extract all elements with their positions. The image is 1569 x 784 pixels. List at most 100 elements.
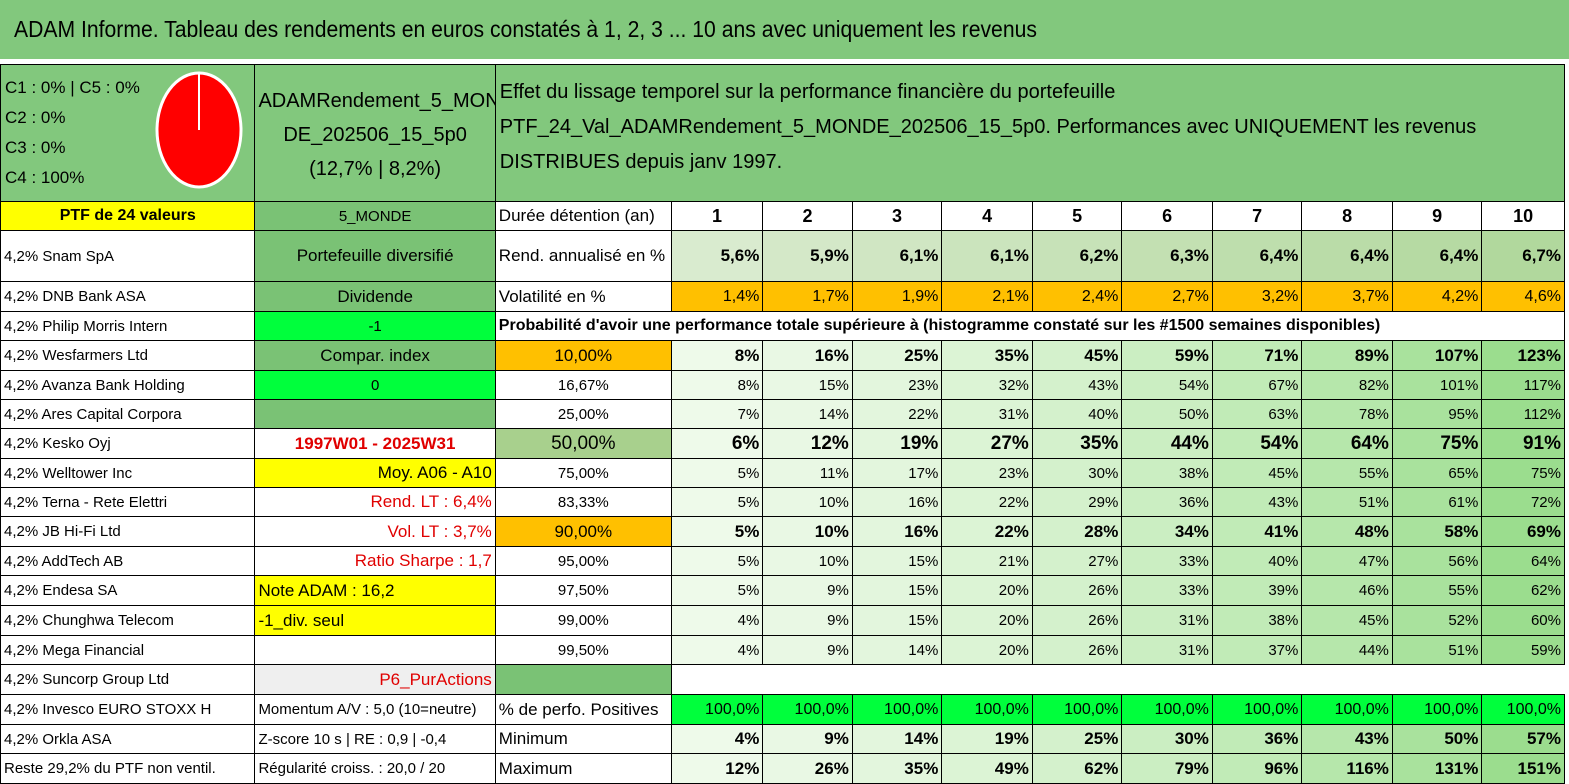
annual-return-label: Rend. annualisé en % (494, 230, 672, 282)
probability-threshold: 90,00% (494, 516, 672, 547)
holding-item: 4,2% Avanza Bank Holding (0, 370, 256, 400)
probability-threshold: 99,00% (494, 605, 672, 636)
histogram-value: 48% (1301, 516, 1393, 547)
histogram-value: 35% (1031, 428, 1123, 459)
allocation-line: C1 : 0% | C5 : 0% (5, 78, 140, 97)
histogram-value: 5% (670, 516, 764, 547)
histogram-value: 28% (1031, 516, 1123, 547)
duration-year: 8 (1301, 201, 1393, 231)
table-row: 4,2% Wesfarmers Ltd Compar. index 10,00% 8%… (0, 340, 1565, 371)
histogram-value: 91% (1481, 428, 1565, 459)
table-row: 4,2% Avanza Bank Holding 0 16,67% 8% 15% 23% 3… (0, 370, 1565, 400)
allocation-line: C2 : 0% (5, 108, 66, 127)
histogram-value: 23% (941, 458, 1033, 488)
annual-return-value: 6,4% (1301, 230, 1393, 282)
histogram-value: 64% (1301, 428, 1393, 459)
table-row: PTF de 24 valeurs 5_MONDE Durée détention … (0, 201, 1565, 231)
histogram-value: 15% (851, 546, 943, 576)
histogram-value: 50% (1121, 399, 1213, 429)
histogram-value: 17% (851, 458, 943, 488)
histogram-value: 40% (1031, 399, 1123, 429)
table-row: 4,2% AddTech AB Ratio Sharpe : 1,7 95,00% 5… (0, 546, 1565, 576)
portfolio-name-line: DE_202506_15_5p0 (283, 124, 467, 146)
holding-item: 4,2% AddTech AB (0, 546, 256, 576)
histogram-value: 44% (1121, 428, 1213, 459)
positive-performance-value: 100,0% (670, 694, 764, 725)
histogram-value: 59% (1481, 635, 1565, 665)
histogram-value: 33% (1121, 575, 1213, 606)
histogram-value: 22% (941, 516, 1033, 547)
report-table: C1 : 0% | C5 : 0% C2 : 0% C3 : 0% C4 : 1… (0, 64, 1566, 784)
maximum-value: 116% (1301, 753, 1393, 784)
histogram-value: 15% (851, 605, 943, 636)
histogram-value: 5% (670, 546, 764, 576)
table-row: 4,2% Chunghwa Telecom -1_div. seul 99,00% 4… (0, 605, 1565, 636)
maximum-value: 79% (1121, 753, 1213, 784)
histogram-value: 9% (762, 635, 853, 665)
table-row: 4,2% Endesa SA Note ADAM : 16,2 97,50% 5% 9%… (0, 575, 1565, 606)
report-grid: C1 : 0% | C5 : 0% C2 : 0% C3 : 0% C4 : 1… (0, 64, 1566, 784)
table-row: 4,2% Snam SpA Portefeuille diversifié Rend… (0, 230, 1565, 282)
histogram-value: 95% (1391, 399, 1483, 429)
histogram-value: 38% (1211, 605, 1303, 636)
histogram-value: 64% (1481, 546, 1565, 576)
histogram-value: 11% (762, 458, 853, 488)
positive-performance-value: 100,0% (941, 694, 1033, 725)
adam-note: Note ADAM : 16,2 (254, 575, 496, 606)
histogram-value: 75% (1481, 458, 1565, 488)
histogram-value: 112% (1481, 399, 1565, 429)
regularity-label: Régularité croiss. : 20,0 / 20 (254, 753, 496, 784)
histogram-value: 5% (670, 458, 764, 488)
duration-year: 9 (1391, 201, 1483, 231)
volatility-value: 2,1% (941, 281, 1033, 312)
duration-label: Durée détention (an) (494, 201, 672, 231)
empty-cell (1481, 311, 1565, 341)
holding-item: 4,2% Snam SpA (0, 230, 256, 282)
annual-return-value: 6,1% (941, 230, 1033, 282)
zscore-label: Z-score 10 s | RE : 0,9 | -0,4 (254, 724, 496, 754)
histogram-value: 7% (670, 399, 764, 429)
probability-threshold: 10,00% (494, 340, 672, 371)
histogram-value: 33% (1121, 546, 1213, 576)
dividend-only-label: -1_div. seul (254, 605, 496, 636)
minimum-value: 30% (1121, 724, 1213, 754)
histogram-value: 45% (1031, 340, 1123, 371)
volatility-value: 2,4% (1031, 281, 1123, 312)
long-term-return: Rend. LT : 6,4% (254, 487, 496, 517)
histogram-value: 101% (1391, 370, 1483, 400)
histogram-value: 56% (1391, 546, 1483, 576)
histogram-value: 78% (1301, 399, 1393, 429)
histogram-value: 14% (762, 399, 853, 429)
histogram-value: 26% (1031, 635, 1123, 665)
histogram-value: 35% (941, 340, 1033, 371)
probability-threshold: 99,50% (494, 635, 672, 665)
histogram-value: 55% (1391, 575, 1483, 606)
minimum-value: 4% (670, 724, 764, 754)
histogram-value: 29% (1031, 487, 1123, 517)
histogram-value: 61% (1391, 487, 1483, 517)
long-term-volatility: Vol. LT : 3,7% (254, 516, 496, 547)
positive-performance-value: 100,0% (1211, 694, 1303, 725)
volatility-value: 1,4% (670, 281, 764, 312)
histogram-value: 8% (670, 370, 764, 400)
region-label: 5_MONDE (254, 201, 496, 231)
period-label: 1997W01 - 2025W31 (254, 428, 496, 459)
histogram-value: 8% (670, 340, 764, 371)
volatility-value: 3,2% (1211, 281, 1303, 312)
histogram-value: 10% (762, 546, 853, 576)
probability-threshold: 83,33% (494, 487, 672, 517)
histogram-value: 25% (851, 340, 943, 371)
histogram-value: 10% (762, 487, 853, 517)
duration-year: 6 (1121, 201, 1213, 231)
compar-index-label: Compar. index (254, 340, 496, 371)
positive-performance-value: 100,0% (1301, 694, 1393, 725)
histogram-value: 123% (1481, 340, 1565, 371)
report-header: ADAM Informe. Tableau des rendements en … (0, 0, 1569, 62)
positive-performance-value: 100,0% (1031, 694, 1123, 725)
volatility-value: 2,7% (1121, 281, 1213, 312)
duration-year: 1 (670, 201, 764, 231)
histogram-value: 16% (762, 340, 853, 371)
histogram-value: 43% (1211, 487, 1303, 517)
volatility-value: 3,7% (1301, 281, 1393, 312)
histogram-value: 38% (1121, 458, 1213, 488)
